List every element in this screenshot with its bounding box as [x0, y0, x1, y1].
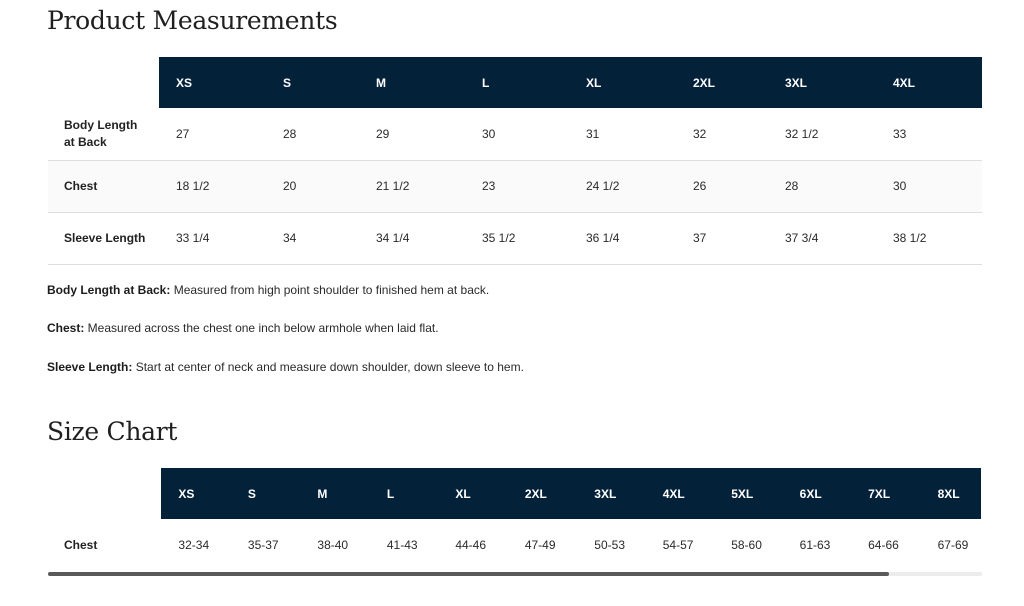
product-measurements-table: XS S M L XL 2XL 3XL 4XL Body Length at Back 27 28… [48, 57, 982, 265]
size-header-3xl: 3XL [768, 57, 876, 108]
size-header-s: S [266, 57, 359, 108]
table-row: Body Length at Back 27 28 29 30 31 32 32 1/2 33 [48, 108, 982, 160]
table-row: Sleeve Length 33 1/4 34 34 1/4 35 1/2 36 1/4 3… [48, 212, 982, 264]
size-header-xl: XL [569, 57, 676, 108]
measurement-cell: 21 1/2 [376, 179, 410, 193]
size-header-l: L [369, 468, 439, 519]
measurement-cell: 41-43 [386, 538, 418, 552]
note-chest: Chest: Measured across the chest one inc… [47, 321, 439, 335]
note-text: Measured across the chest one inch below… [84, 321, 439, 335]
measurement-cell: 33 [893, 126, 907, 141]
size-header-4xl: 4XL [645, 468, 715, 519]
measurement-cell: 35 1/2 [482, 231, 516, 245]
header-corner-cell [48, 468, 162, 519]
size-header-3xl: 3XL [577, 468, 646, 519]
size-header-l: L [465, 57, 569, 108]
row-label: Chest [64, 538, 98, 552]
horizontal-scrollbar[interactable] [48, 572, 982, 576]
note-body-length: Body Length at Back: Measured from high … [47, 283, 489, 297]
measurement-cell: 35-37 [247, 538, 279, 552]
size-header-2xl: 2XL [676, 57, 768, 108]
measurement-cell: 28 [283, 126, 297, 141]
size-header-7xl: 7XL [851, 468, 921, 519]
note-text: Start at center of neck and measure down… [132, 360, 524, 374]
measurement-cell: 24 1/2 [586, 179, 620, 193]
size-header-m: M [359, 57, 465, 108]
size-header-xl: XL [438, 468, 508, 519]
measurement-cell: 34 1/4 [376, 231, 410, 245]
measurement-cell: 67-69 [937, 538, 969, 552]
size-header-s: S [230, 468, 301, 519]
measurement-cell: 38-40 [317, 538, 349, 552]
measurement-cell: 20 [283, 179, 297, 193]
row-label: Sleeve Length [64, 230, 146, 245]
measurement-cell: 61-63 [799, 538, 831, 552]
measurement-cell: 54-57 [662, 538, 694, 552]
measurements-header-row: XS S M L XL 2XL 3XL 4XL [48, 57, 982, 108]
size-chart-title: Size Chart [47, 417, 178, 446]
size-header-8xl: 8XL [920, 468, 981, 519]
note-term: Chest: [47, 321, 85, 335]
row-label: Body Length at Back [64, 117, 138, 149]
note-term: Sleeve Length: [47, 360, 133, 374]
table-row: Chest 18 1/2 20 21 1/2 23 24 1/2 26 28 30 [48, 160, 982, 212]
measurement-cell: 36 1/4 [586, 231, 620, 245]
measurement-cell: 32-34 [178, 538, 210, 552]
size-header-6xl: 6XL [782, 468, 852, 519]
row-label: Chest [64, 178, 98, 193]
measurement-cell: 32 [693, 126, 707, 141]
measurement-cell: 26 [693, 179, 707, 193]
measurement-cell: 29 [376, 126, 390, 141]
measurement-cell: 34 [283, 231, 297, 245]
size-header-4xl: 4XL [876, 57, 982, 108]
measurement-cell: 30 [893, 179, 907, 193]
product-measurements-title: Product Measurements [47, 6, 338, 35]
measurement-cell: 33 1/4 [176, 231, 210, 245]
measurement-cell: 30 [482, 126, 496, 141]
measurement-cell: 18 1/2 [176, 179, 210, 193]
measurement-cell: 58-60 [731, 538, 762, 552]
size-header-m: M [300, 468, 370, 519]
size-header-5xl: 5XL [714, 468, 783, 519]
size-header-2xl: 2XL [507, 468, 578, 519]
scrollbar-thumb[interactable] [48, 572, 889, 576]
measurement-cell: 44-46 [455, 538, 487, 552]
note-term: Body Length at Back: [47, 283, 171, 297]
note-sleeve-length: Sleeve Length: Start at center of neck a… [47, 360, 524, 374]
measurement-cell: 47-49 [524, 538, 556, 552]
measurement-cell: 28 [785, 179, 799, 193]
measurement-cell: 37 3/4 [785, 231, 819, 245]
size-chart-table: XS S M L XL 2XL 3XL 4XL 5XL 6XL 7XL 8XL Chest 32-34 3… [48, 468, 981, 571]
measurement-cell: 64-66 [868, 538, 899, 552]
note-text: Measured from high point shoulder to fin… [170, 283, 490, 297]
measurement-cell: 31 [586, 126, 600, 141]
size-header-xs: XS [161, 468, 231, 519]
header-corner-cell [48, 57, 159, 108]
measurement-cell: 37 [693, 231, 707, 245]
size-header-xs: XS [159, 57, 266, 108]
measurement-cell: 32 1/2 [785, 126, 819, 141]
size-chart-header-row: XS S M L XL 2XL 3XL 4XL 5XL 6XL 7XL 8XL [48, 468, 981, 519]
measurement-cell: 27 [176, 126, 190, 141]
measurement-cell: 23 [482, 179, 496, 193]
measurement-cell: 50-53 [594, 538, 625, 552]
table-row: Chest 32-34 35-37 38-40 41-43 44-46 47-49 50-53… [48, 519, 981, 571]
measurement-cell: 38 1/2 [893, 231, 927, 245]
